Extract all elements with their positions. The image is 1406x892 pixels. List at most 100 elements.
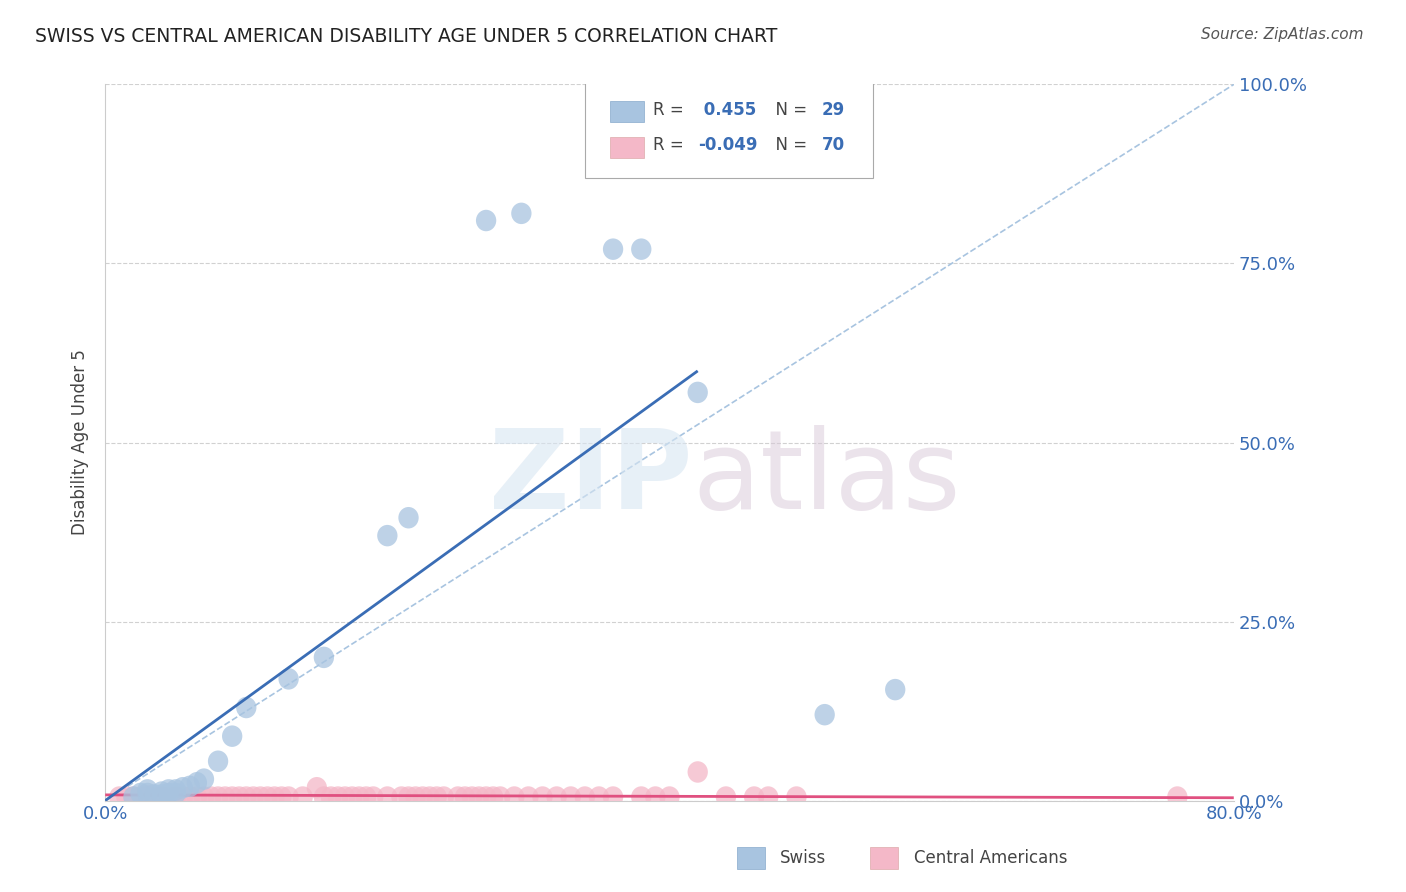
Ellipse shape bbox=[222, 786, 242, 808]
Ellipse shape bbox=[208, 786, 228, 808]
Ellipse shape bbox=[631, 786, 651, 808]
Ellipse shape bbox=[138, 782, 157, 805]
Ellipse shape bbox=[391, 786, 412, 808]
Ellipse shape bbox=[328, 786, 349, 808]
Ellipse shape bbox=[243, 786, 263, 808]
Ellipse shape bbox=[208, 750, 228, 772]
Ellipse shape bbox=[547, 786, 567, 808]
Ellipse shape bbox=[152, 781, 172, 803]
Ellipse shape bbox=[159, 779, 179, 801]
Ellipse shape bbox=[688, 761, 707, 782]
Ellipse shape bbox=[194, 786, 214, 808]
Ellipse shape bbox=[152, 786, 172, 808]
Ellipse shape bbox=[264, 786, 284, 808]
Ellipse shape bbox=[236, 697, 256, 718]
Ellipse shape bbox=[307, 777, 328, 798]
Text: R =: R = bbox=[652, 136, 689, 154]
Ellipse shape bbox=[349, 786, 370, 808]
Text: 29: 29 bbox=[823, 101, 845, 119]
Ellipse shape bbox=[138, 786, 157, 808]
Ellipse shape bbox=[278, 786, 298, 808]
Ellipse shape bbox=[1167, 786, 1188, 808]
Ellipse shape bbox=[180, 775, 200, 797]
Ellipse shape bbox=[110, 786, 129, 808]
Ellipse shape bbox=[194, 768, 214, 790]
Ellipse shape bbox=[461, 786, 482, 808]
Ellipse shape bbox=[447, 786, 468, 808]
Y-axis label: Disability Age Under 5: Disability Age Under 5 bbox=[72, 350, 89, 535]
Ellipse shape bbox=[145, 784, 165, 805]
Ellipse shape bbox=[187, 772, 207, 794]
Ellipse shape bbox=[166, 786, 186, 808]
Ellipse shape bbox=[173, 786, 193, 808]
Ellipse shape bbox=[173, 777, 193, 798]
Ellipse shape bbox=[814, 704, 835, 725]
Ellipse shape bbox=[201, 786, 221, 808]
Text: Source: ZipAtlas.com: Source: ZipAtlas.com bbox=[1201, 27, 1364, 42]
Ellipse shape bbox=[138, 779, 157, 801]
Ellipse shape bbox=[335, 786, 356, 808]
Ellipse shape bbox=[152, 786, 172, 808]
Ellipse shape bbox=[589, 786, 609, 808]
Ellipse shape bbox=[138, 785, 157, 806]
FancyBboxPatch shape bbox=[585, 81, 873, 178]
Ellipse shape bbox=[505, 786, 524, 808]
FancyBboxPatch shape bbox=[610, 101, 644, 122]
Ellipse shape bbox=[433, 786, 454, 808]
Ellipse shape bbox=[688, 382, 707, 403]
Ellipse shape bbox=[166, 779, 186, 801]
Ellipse shape bbox=[659, 786, 679, 808]
Ellipse shape bbox=[454, 786, 475, 808]
Ellipse shape bbox=[426, 786, 447, 808]
Text: R =: R = bbox=[652, 101, 689, 119]
Ellipse shape bbox=[236, 786, 256, 808]
Ellipse shape bbox=[575, 786, 595, 808]
Ellipse shape bbox=[321, 786, 342, 808]
Bar bbox=[737, 847, 765, 869]
Ellipse shape bbox=[512, 202, 531, 224]
Text: Central Americans: Central Americans bbox=[914, 849, 1067, 867]
Ellipse shape bbox=[187, 786, 207, 808]
Ellipse shape bbox=[603, 238, 623, 260]
FancyBboxPatch shape bbox=[610, 136, 644, 158]
Ellipse shape bbox=[215, 786, 235, 808]
Text: -0.049: -0.049 bbox=[697, 136, 758, 154]
Ellipse shape bbox=[758, 786, 779, 808]
Ellipse shape bbox=[491, 786, 510, 808]
Ellipse shape bbox=[159, 786, 179, 808]
Ellipse shape bbox=[159, 782, 179, 805]
Ellipse shape bbox=[484, 786, 503, 808]
Ellipse shape bbox=[229, 786, 249, 808]
Ellipse shape bbox=[314, 647, 335, 668]
Ellipse shape bbox=[117, 786, 136, 808]
Ellipse shape bbox=[124, 786, 143, 808]
Ellipse shape bbox=[786, 786, 807, 808]
Ellipse shape bbox=[419, 786, 440, 808]
Ellipse shape bbox=[124, 786, 143, 808]
Ellipse shape bbox=[412, 786, 433, 808]
Ellipse shape bbox=[131, 782, 150, 805]
Ellipse shape bbox=[398, 786, 419, 808]
Text: N =: N = bbox=[765, 101, 813, 119]
Ellipse shape bbox=[631, 238, 651, 260]
Ellipse shape bbox=[166, 786, 186, 808]
Bar bbox=[870, 847, 898, 869]
Ellipse shape bbox=[145, 786, 165, 808]
Ellipse shape bbox=[314, 786, 335, 808]
Ellipse shape bbox=[377, 786, 398, 808]
Ellipse shape bbox=[716, 786, 737, 808]
Ellipse shape bbox=[342, 786, 363, 808]
Text: SWISS VS CENTRAL AMERICAN DISABILITY AGE UNDER 5 CORRELATION CHART: SWISS VS CENTRAL AMERICAN DISABILITY AGE… bbox=[35, 27, 778, 45]
Text: 70: 70 bbox=[823, 136, 845, 154]
Ellipse shape bbox=[645, 786, 665, 808]
Ellipse shape bbox=[884, 679, 905, 700]
Ellipse shape bbox=[180, 786, 200, 808]
Ellipse shape bbox=[405, 786, 426, 808]
Ellipse shape bbox=[744, 786, 765, 808]
Ellipse shape bbox=[477, 210, 496, 231]
Ellipse shape bbox=[519, 786, 538, 808]
Text: ZIP: ZIP bbox=[489, 425, 692, 532]
Ellipse shape bbox=[271, 786, 291, 808]
Ellipse shape bbox=[278, 668, 298, 690]
Ellipse shape bbox=[603, 786, 623, 808]
